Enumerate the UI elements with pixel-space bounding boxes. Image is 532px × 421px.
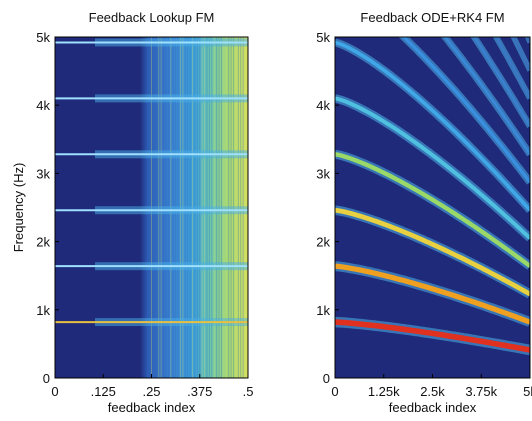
x-tick-label: 5k	[523, 384, 532, 399]
x-tick-label: .25	[142, 384, 160, 399]
harmonic-curve	[335, 319, 530, 353]
y-tick-label: 0	[43, 371, 50, 386]
y-tick-label: 1k	[36, 303, 50, 318]
y-tick-label: 0	[323, 371, 330, 386]
x-axis-label: feedback index	[108, 400, 196, 415]
x-tick-label: 3.75k	[465, 384, 497, 399]
x-tick-label: 0	[51, 384, 58, 399]
harmonic-curve	[472, 37, 530, 127]
y-axis-label: Frequency (Hz)	[11, 163, 26, 253]
x-tick-label: 2.5k	[420, 384, 445, 399]
y-tick-label: 3k	[316, 166, 330, 181]
harmonic-curve	[335, 263, 530, 325]
y-tick-label: 4k	[316, 98, 330, 113]
harmonic-curve	[401, 37, 530, 184]
x-tick-label: 1.25k	[368, 384, 400, 399]
chart-title: Feedback ODE+RK4 FM	[360, 10, 504, 25]
chart-title: Feedback Lookup FM	[89, 10, 215, 25]
x-tick-label: .375	[187, 384, 212, 399]
harmonic-curve	[495, 37, 530, 99]
x-tick-label: .125	[91, 384, 116, 399]
y-tick-label: 2k	[316, 235, 330, 250]
harmonic-curve	[443, 37, 530, 156]
x-axis-label: feedback index	[389, 400, 477, 415]
y-tick-label: 1k	[316, 303, 330, 318]
y-tick-label: 2k	[36, 235, 50, 250]
y-tick-label: 5k	[316, 30, 330, 45]
y-tick-label: 4k	[36, 98, 50, 113]
harmonic-curve	[335, 40, 530, 212]
harmonic-curve	[335, 207, 530, 297]
x-tick-label: .5	[243, 384, 254, 399]
harmonic-curve	[335, 96, 530, 240]
y-tick-label: 5k	[36, 30, 50, 45]
plot-image	[55, 37, 248, 378]
y-tick-label: 3k	[36, 166, 50, 181]
x-tick-label: 0	[331, 384, 338, 399]
plot-image	[335, 37, 530, 378]
harmonic-curve	[335, 152, 530, 268]
